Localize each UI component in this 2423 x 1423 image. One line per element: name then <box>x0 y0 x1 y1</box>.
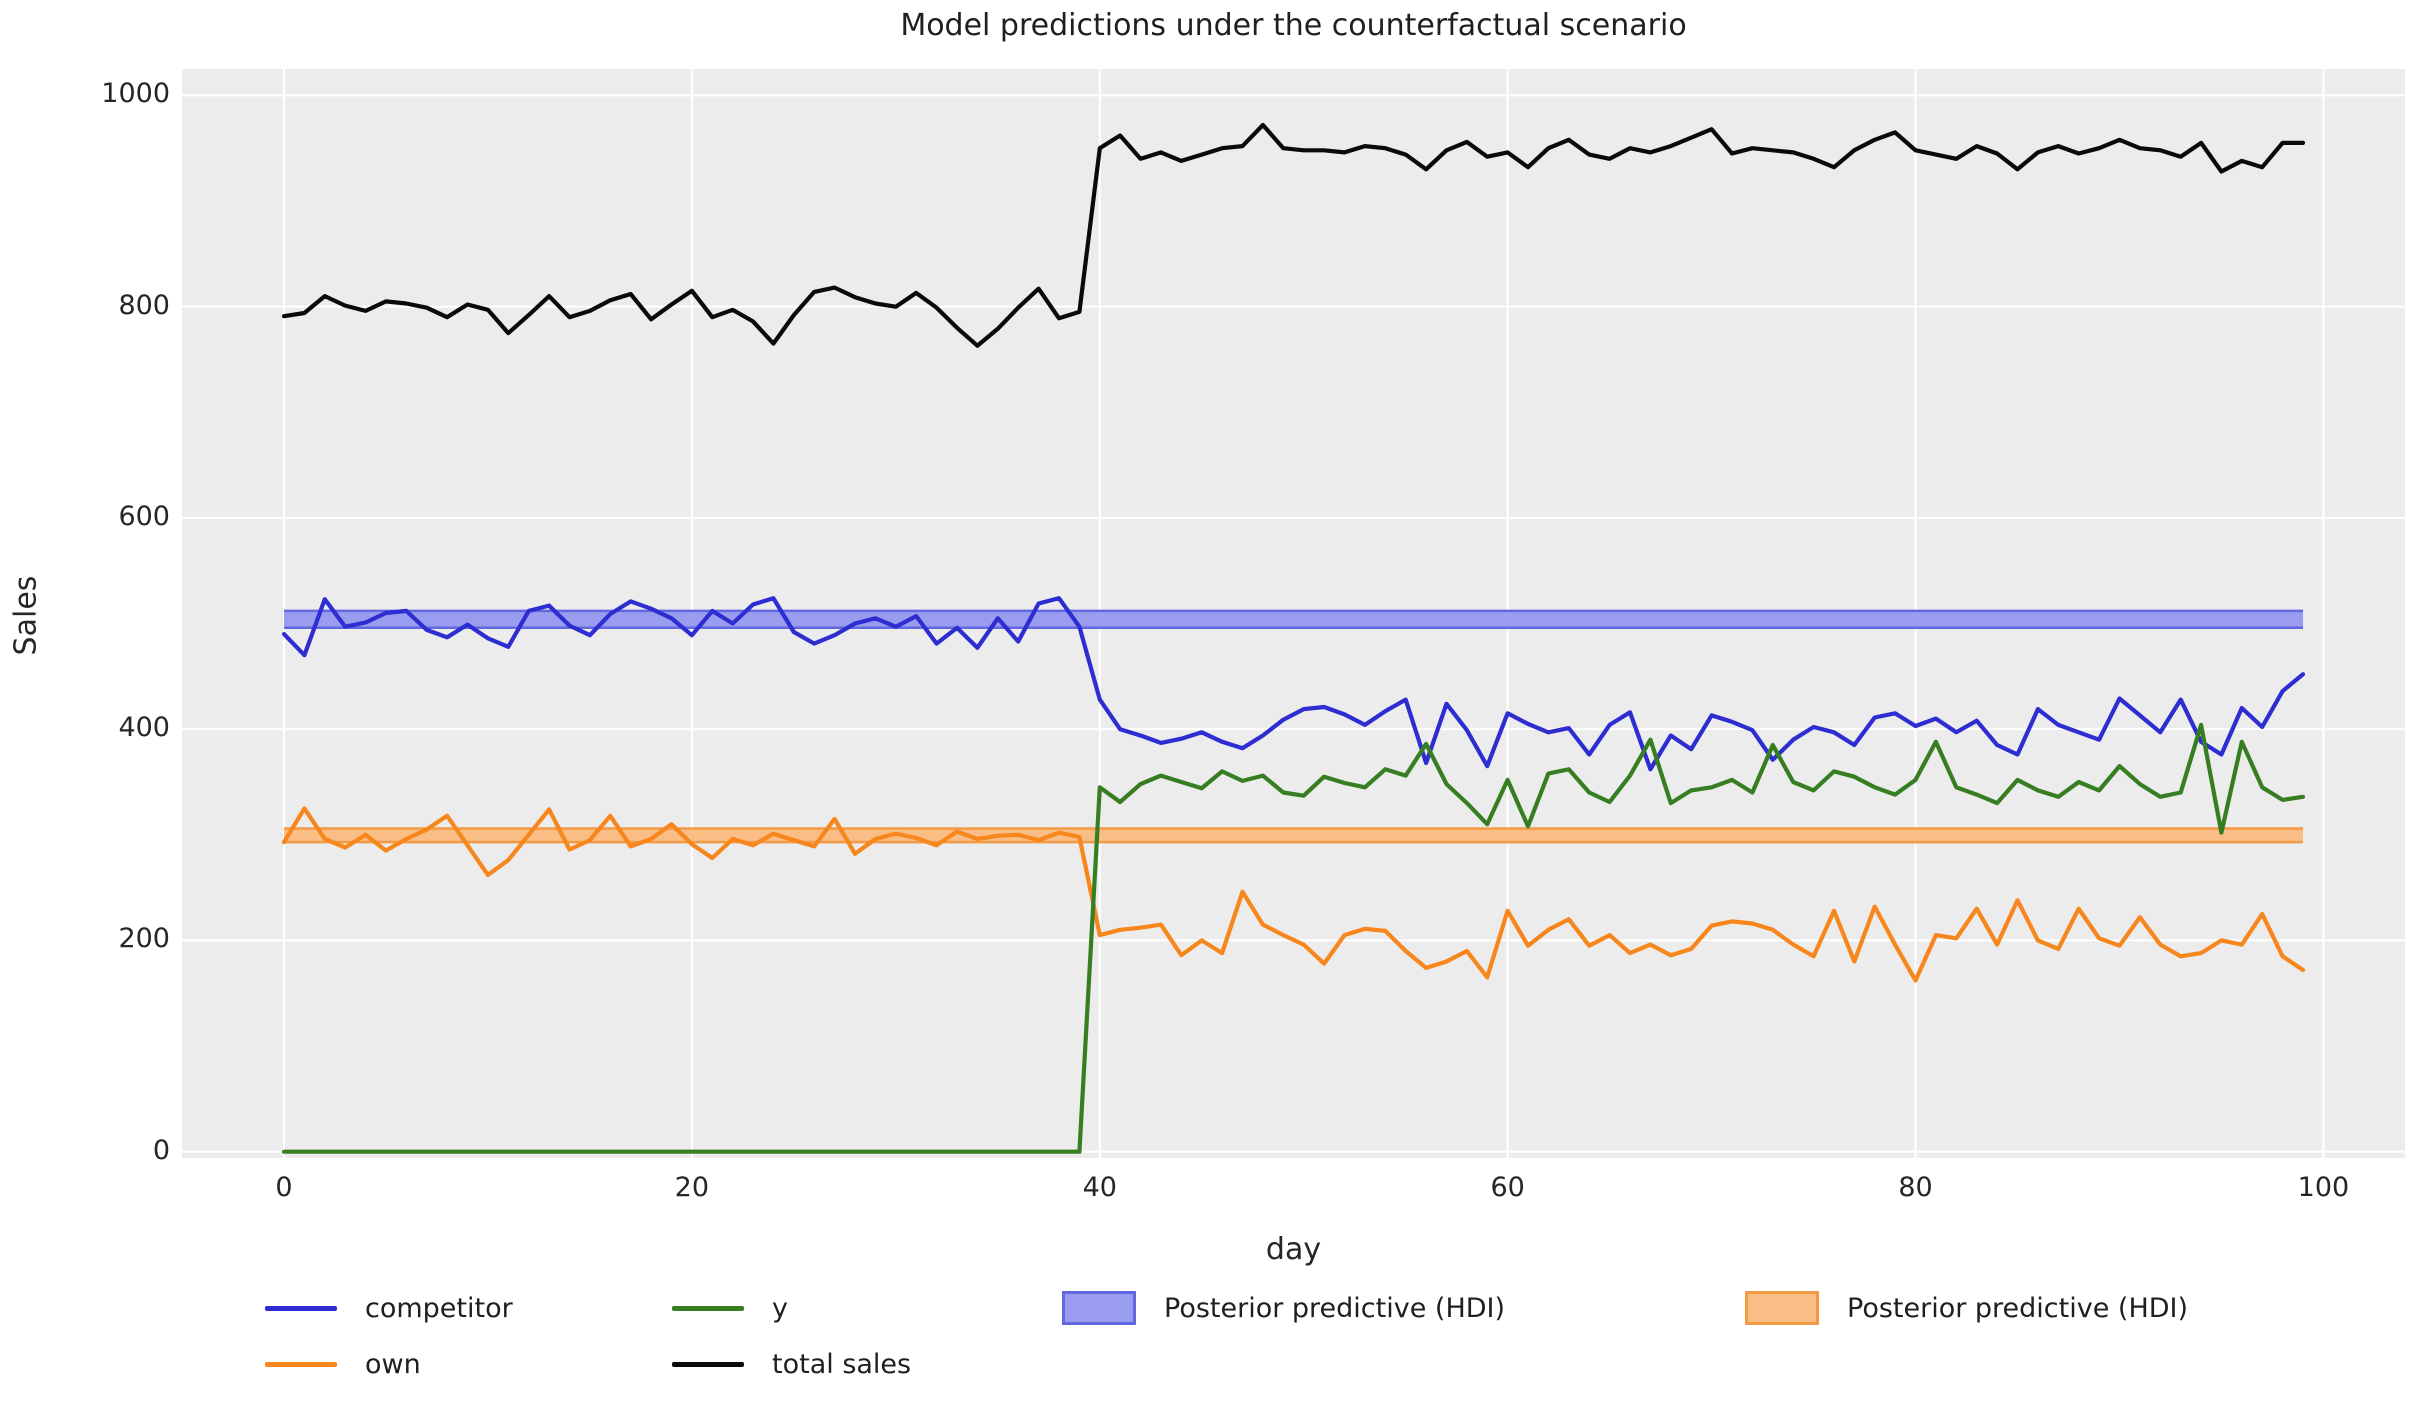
y-tick-label: 1000 <box>20 78 170 109</box>
competitor-line-swatch <box>265 1306 337 1311</box>
legend-label: own <box>365 1349 421 1380</box>
x-tick-label: 80 <box>1856 1172 1976 1203</box>
x-tick-label: 60 <box>1448 1172 1568 1203</box>
legend-label: Posterior predictive (HDI) <box>1164 1293 1505 1324</box>
legend-column-2: y total sales <box>672 1289 911 1383</box>
x-tick-label: 40 <box>1040 1172 1160 1203</box>
total-sales-line-swatch <box>672 1362 744 1367</box>
y-tick-label: 600 <box>20 501 170 532</box>
legend-item-total-sales: total sales <box>672 1345 911 1383</box>
x-tick-label: 100 <box>2263 1172 2383 1203</box>
y-tick-label: 200 <box>20 923 170 954</box>
legend-item-posterior-hdi-own: Posterior predictive (HDI) <box>1745 1289 2188 1327</box>
legend-column-1: competitor own <box>265 1289 513 1383</box>
x-tick-label: 20 <box>632 1172 752 1203</box>
posterior-hdi-blue-patch <box>1062 1291 1136 1325</box>
legend-item-posterior-hdi-competitor: Posterior predictive (HDI) <box>1062 1289 1505 1327</box>
legend-label: competitor <box>365 1293 513 1324</box>
plot-area <box>0 0 2423 1423</box>
figure: Model predictions under the counterfactu… <box>0 0 2423 1423</box>
posterior-hdi-orange-patch <box>1745 1291 1819 1325</box>
x-tick-label: 0 <box>224 1172 344 1203</box>
legend-item-own: own <box>265 1345 513 1383</box>
legend-item-y: y <box>672 1289 911 1327</box>
y-tick-label: 0 <box>20 1135 170 1166</box>
y-line-swatch <box>672 1306 744 1311</box>
y-tick-label: 800 <box>20 290 170 321</box>
legend-label: Posterior predictive (HDI) <box>1847 1293 2188 1324</box>
legend-item-competitor: competitor <box>265 1289 513 1327</box>
y-tick-label: 400 <box>20 712 170 743</box>
legend-column-3: Posterior predictive (HDI) <box>1062 1289 1505 1327</box>
legend-column-4: Posterior predictive (HDI) <box>1745 1289 2188 1327</box>
own-line-swatch <box>265 1362 337 1367</box>
hdi-band-competitor <box>284 611 2303 628</box>
legend-label: total sales <box>772 1349 911 1380</box>
legend-label: y <box>772 1293 788 1324</box>
